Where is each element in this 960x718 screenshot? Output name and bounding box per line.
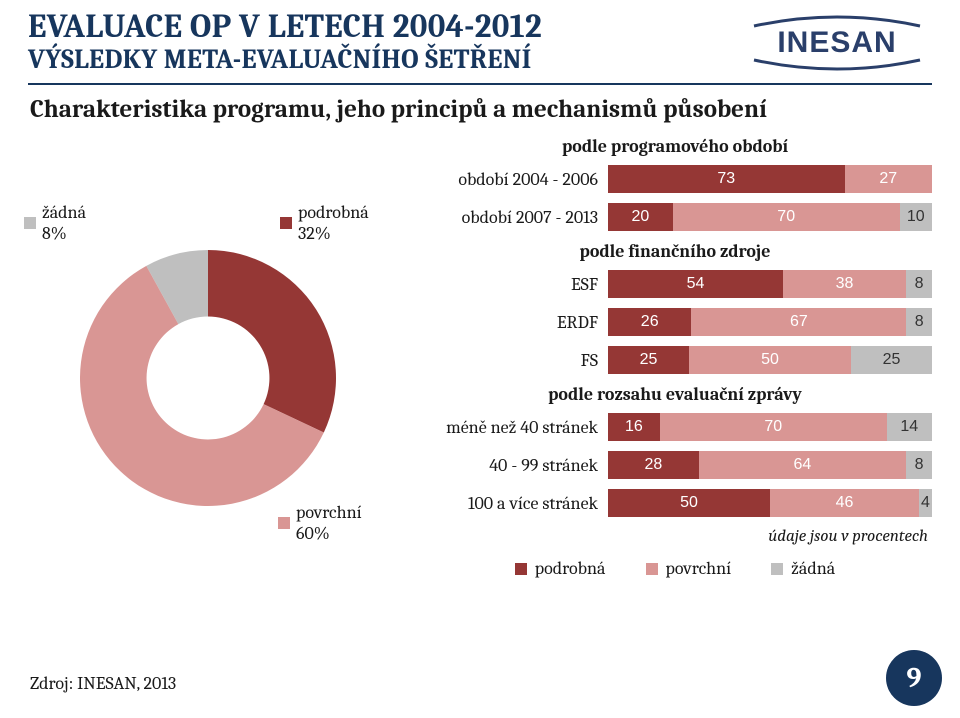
bar-label: období 2004 - 2006 [418, 169, 608, 190]
bar-label: období 2007 - 2013 [418, 207, 608, 228]
bar-segment: 14 [887, 413, 932, 441]
bar-segment: 54 [608, 270, 783, 298]
bar-segment: 26 [608, 308, 691, 336]
section-title: Charakteristika programu, jeho principů … [30, 95, 932, 124]
slide: EVALUACE OP V LETECH 2004-2012 VÝSLEDKY … [0, 0, 960, 718]
stacked-bar: 255025 [608, 346, 932, 374]
stacked-bar: 167014 [608, 413, 932, 441]
stacked-bar: 54388 [608, 270, 932, 298]
bar-segment: 8 [906, 308, 932, 336]
logo: INESAN [742, 8, 932, 72]
bar-segment: 28 [608, 451, 699, 479]
legend-label: žádná [791, 558, 835, 579]
bar-legend: podrobná povrchní žádná [418, 558, 932, 579]
bars-panel: podle programového období období 2004 - 2… [418, 130, 932, 579]
pie-legend-item: podrobná32% [280, 202, 369, 244]
bar-label: méně než 40 stránek [418, 417, 608, 438]
bar-segment: 8 [906, 270, 932, 298]
bar-legend-item: podrobná [515, 558, 606, 579]
bar-label: ERDF [418, 312, 608, 333]
bar-segment: 8 [906, 451, 932, 479]
legend-label: povrchní60% [296, 502, 362, 544]
stacked-bar: 207010 [608, 203, 932, 231]
header-titles: EVALUACE OP V LETECH 2004-2012 VÝSLEDKY … [28, 8, 542, 75]
page-number: 9 [886, 650, 942, 706]
title-sub: VÝSLEDKY META-EVALUAČNÍHO ŠETŘENÍ [28, 44, 542, 75]
bar-group-title: podle programového období [418, 136, 932, 157]
bar-segment: 50 [608, 489, 770, 517]
pie-legend-item: povrchní60% [278, 502, 362, 544]
header-rule [28, 83, 932, 85]
bar-row: ESF54388 [418, 270, 932, 298]
bar-group-title: podle finančního zdroje [418, 241, 932, 262]
legend-swatch-icon [280, 217, 292, 229]
donut-wrap: podrobná32% povrchní60% žádná8% [28, 198, 388, 558]
bar-segment: 70 [673, 203, 900, 231]
bar-segment: 20 [608, 203, 673, 231]
donut-slice-podrobna [208, 250, 336, 432]
bar-segment: 46 [770, 489, 919, 517]
stacked-bar: 7327 [608, 165, 932, 193]
bar-label: 40 - 99 stránek [418, 455, 608, 476]
legend-swatch-icon [278, 517, 290, 529]
bar-segment: 38 [783, 270, 906, 298]
bar-label: 100 a více stránek [418, 493, 608, 514]
bar-segment: 4 [919, 489, 932, 517]
bar-row: období 2004 - 20067327 [418, 165, 932, 193]
bar-group-title: podle rozsahu evaluační zprávy [418, 384, 932, 405]
content: podrobná32% povrchní60% žádná8% podle prog… [28, 130, 932, 579]
legend-label: podrobná32% [298, 202, 369, 244]
stacked-bar: 50464 [608, 489, 932, 517]
donut-chart [68, 238, 348, 518]
bar-row: ERDF26678 [418, 308, 932, 336]
legend-swatch-icon [771, 563, 783, 575]
source-text: Zdroj: INESAN, 2013 [30, 673, 176, 694]
legend-swatch-icon [646, 563, 658, 575]
bar-label: ESF [418, 274, 608, 295]
bar-segment: 16 [608, 413, 660, 441]
bar-segment: 73 [608, 165, 845, 193]
stacked-bar: 28648 [608, 451, 932, 479]
header: EVALUACE OP V LETECH 2004-2012 VÝSLEDKY … [28, 0, 932, 75]
bar-segment: 67 [691, 308, 906, 336]
legend-label: povrchní [666, 558, 732, 579]
bar-label: FS [418, 350, 608, 371]
stacked-bar: 26678 [608, 308, 932, 336]
bar-legend-item: povrchní [646, 558, 732, 579]
bar-row: FS255025 [418, 346, 932, 374]
bar-segment: 70 [660, 413, 887, 441]
bar-row: 100 a více stránek50464 [418, 489, 932, 517]
bar-segment: 64 [699, 451, 906, 479]
legend-label: podrobná [535, 558, 606, 579]
logo-text: INESAN [777, 26, 896, 60]
legend-label: žádná8% [42, 202, 86, 244]
bar-segment: 27 [845, 165, 932, 193]
bar-segment: 25 [851, 346, 932, 374]
note-percent: údaje jsou v procentech [418, 527, 928, 546]
bar-segment: 25 [608, 346, 689, 374]
bar-segment: 50 [689, 346, 851, 374]
bar-row: 40 - 99 stránek28648 [418, 451, 932, 479]
bar-legend-item: žádná [771, 558, 835, 579]
legend-swatch-icon [515, 563, 527, 575]
pie-legend-item: žádná8% [24, 202, 86, 244]
bar-segment: 10 [900, 203, 932, 231]
legend-swatch-icon [24, 217, 36, 229]
logo-arc-bottom-icon [752, 58, 922, 72]
bar-row: období 2007 - 2013207010 [418, 203, 932, 231]
bar-row: méně než 40 stránek167014 [418, 413, 932, 441]
donut-panel: podrobná32% povrchní60% žádná8% [28, 130, 408, 579]
title-main: EVALUACE OP V LETECH 2004-2012 [28, 8, 542, 46]
